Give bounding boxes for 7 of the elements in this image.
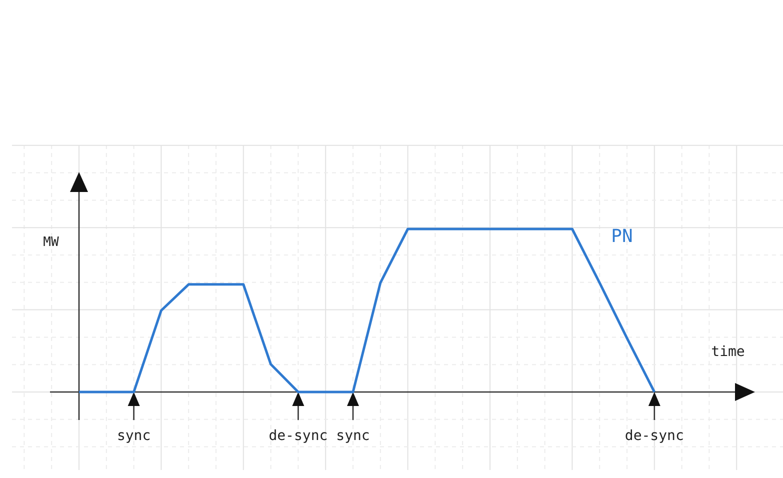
x-axis-title: time: [711, 344, 745, 360]
x-tick-label: sync: [336, 428, 370, 444]
y-axis-title: MW: [43, 235, 59, 250]
annotation: PN: [611, 226, 633, 247]
x-tick-label: de-sync: [268, 428, 328, 444]
x-tick-label: de-sync: [624, 428, 684, 444]
x-tick-label: sync: [116, 428, 151, 444]
